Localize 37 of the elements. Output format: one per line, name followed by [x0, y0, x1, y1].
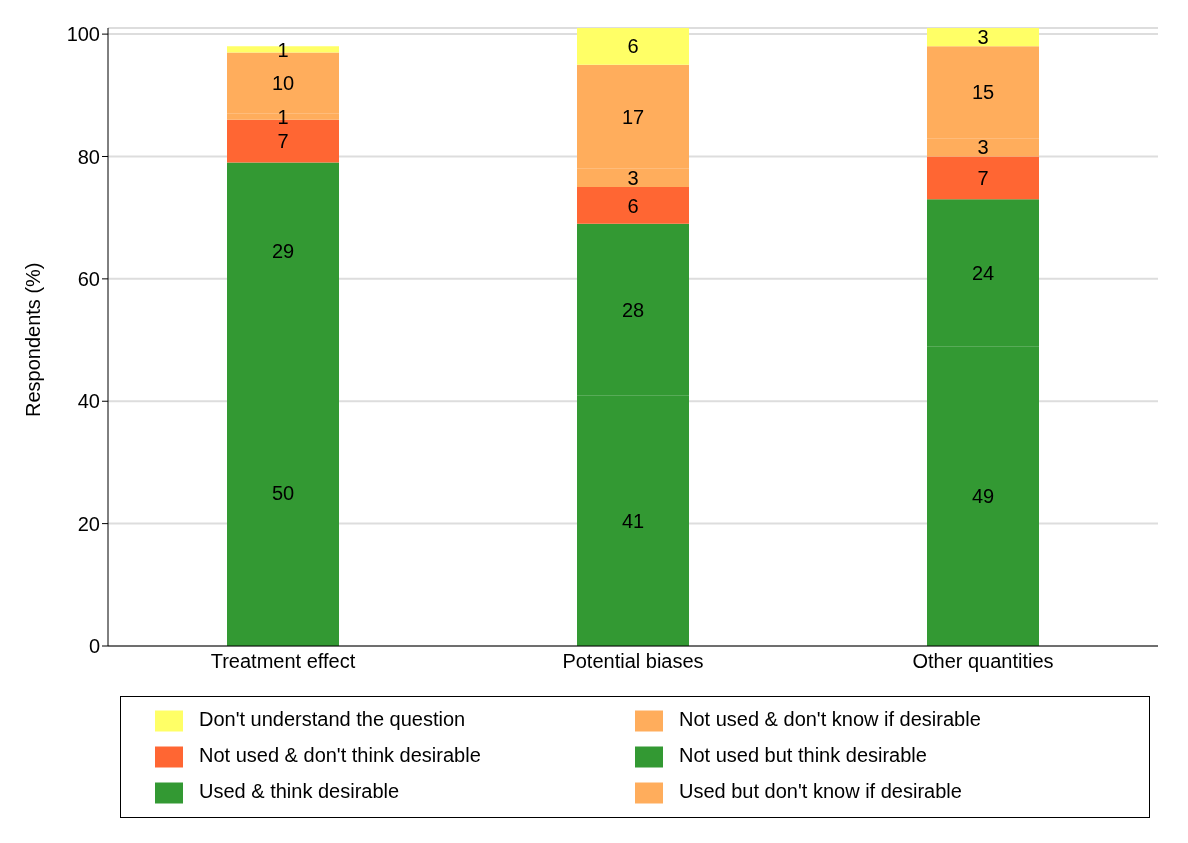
- data-label: 17: [621, 105, 645, 128]
- legend-label: Used & think desirable: [199, 780, 400, 803]
- data-label: 3: [977, 136, 989, 159]
- legend-label: Not used but think desirable: [679, 744, 927, 767]
- data-label: 6: [627, 194, 639, 217]
- y-tick-label: 100: [66, 23, 100, 46]
- data-label: 29: [271, 240, 295, 263]
- data-label: 24: [971, 261, 995, 284]
- bar: [577, 28, 689, 65]
- x-tick-label: Potential biases: [562, 650, 704, 673]
- y-axis-title: Respondents (%): [22, 262, 45, 417]
- data-label: 15: [971, 81, 995, 104]
- data-label: 7: [977, 167, 989, 190]
- data-label: 3: [977, 26, 989, 49]
- legend-label: Not used & don't think desirable: [199, 744, 481, 767]
- data-label: 6: [627, 35, 639, 58]
- x-tick-label: Treatment effect: [210, 650, 356, 673]
- legend-label: Not used & don't know if desirable: [679, 708, 981, 731]
- data-label: 7: [277, 130, 289, 153]
- data-label: 3: [627, 167, 639, 190]
- x-tick-label: Other quantities: [912, 650, 1054, 673]
- data-label: 10: [271, 72, 295, 95]
- bar: [927, 156, 1039, 200]
- y-tick-label: 40: [77, 390, 100, 413]
- data-label: 41: [621, 509, 645, 532]
- y-tick-label: 20: [77, 512, 100, 535]
- data-label: 1: [277, 105, 289, 128]
- legend-label: Don't understand the question: [199, 708, 466, 731]
- y-tick-label: 0: [88, 635, 100, 658]
- data-label: 49: [971, 485, 995, 508]
- y-tick-label: 80: [77, 145, 100, 168]
- bar: [927, 28, 1039, 47]
- y-tick-label: 60: [77, 267, 100, 290]
- data-label: 50: [271, 482, 295, 505]
- data-label: 28: [621, 298, 645, 321]
- legend-label: Used but don't know if desirable: [679, 780, 962, 803]
- bar: [577, 187, 689, 224]
